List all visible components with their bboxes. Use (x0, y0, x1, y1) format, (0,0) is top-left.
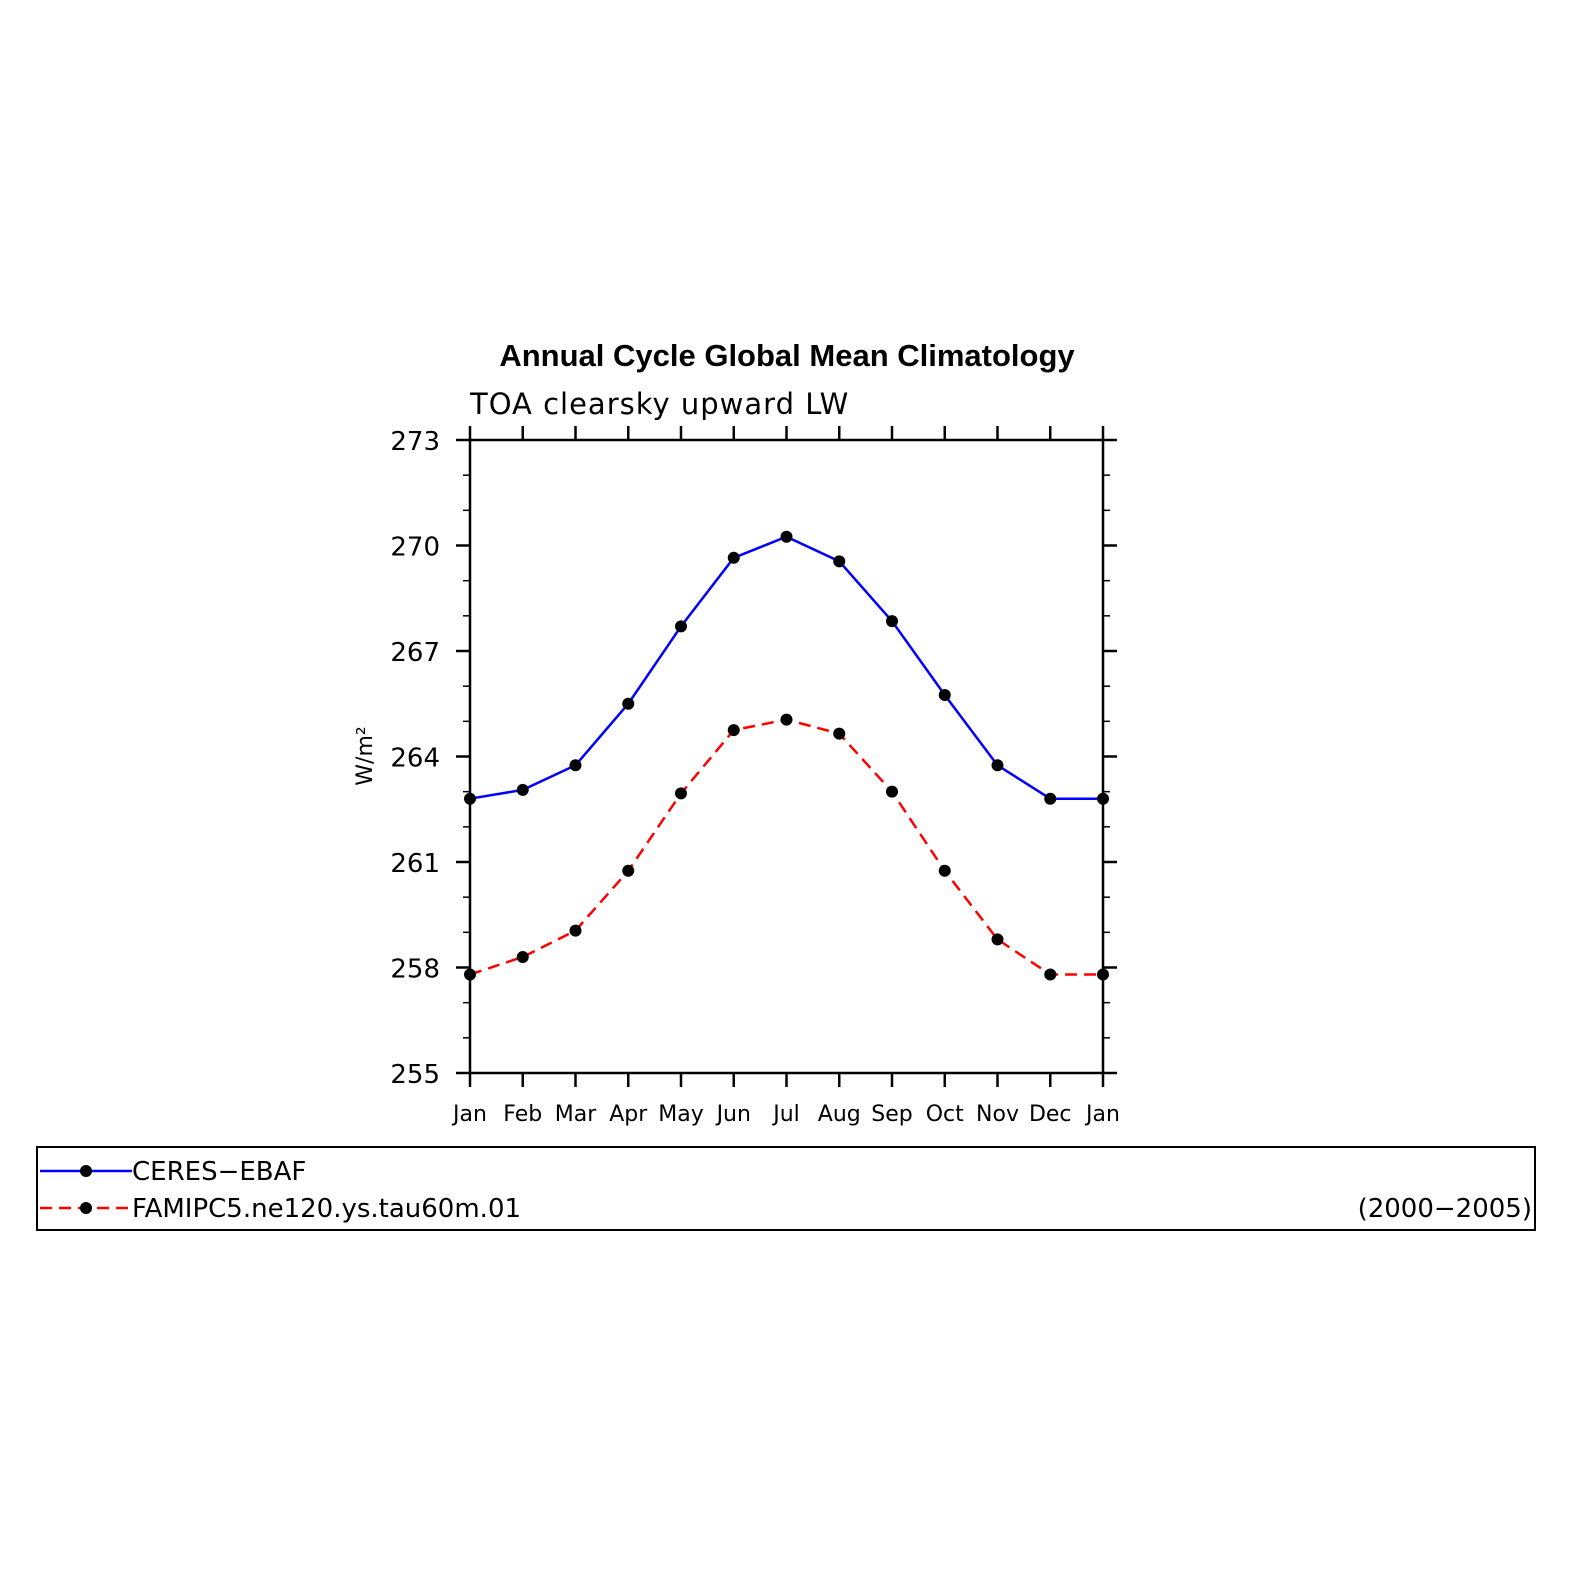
y-tick-label: 267 (390, 638, 440, 668)
x-tick-label: Sep (871, 1102, 912, 1127)
y-tick-label: 270 (390, 533, 440, 563)
series-0-point (516, 783, 529, 796)
x-tick-label: Mar (555, 1102, 597, 1127)
x-tick-label: Jan (1084, 1102, 1120, 1127)
series-line-1 (469, 718, 1103, 976)
y-axis-label: W/m² (353, 726, 378, 785)
x-tick-label: Jan (451, 1102, 487, 1127)
x-tick-label: Aug (818, 1102, 861, 1127)
x-axis-ticks: Jan Feb Mar Apr May Jun Jul Aug Sep Oct Nov Dec Jan (451, 426, 1120, 1127)
series-0-point (991, 759, 1004, 772)
x-tick-label: Jun (715, 1102, 751, 1127)
series-0-point (727, 551, 740, 564)
x-tick-label: Oct (926, 1102, 964, 1127)
series-1-point (1097, 968, 1109, 981)
y-axis-ticks: 255 258 261 264 267 270 273 (390, 427, 1117, 1090)
series-1-point (622, 864, 635, 877)
legend-marker-ceres (80, 1165, 92, 1177)
series-1-point (1044, 968, 1057, 981)
series-1-point (886, 785, 898, 798)
series-0-point (938, 688, 951, 701)
series-0-point (569, 759, 582, 772)
legend-entry-ceres: CERES−EBAF (40, 1157, 306, 1187)
chart-title: Annual Cycle Global Mean Climatology (499, 338, 1075, 373)
x-tick-label: Dec (1029, 1102, 1072, 1127)
series-1-point (675, 787, 687, 800)
series-0-point (833, 555, 846, 568)
legend-label-famipc5: FAMIPC5.ne120.ys.tau60m.01 (132, 1194, 521, 1224)
series-group (464, 530, 1109, 981)
series-0-point (675, 620, 687, 633)
y-tick-label: 255 (390, 1060, 440, 1090)
x-tick-label: Nov (976, 1102, 1019, 1127)
legend-label-ceres: CERES−EBAF (132, 1157, 306, 1187)
series-0-point (1044, 792, 1057, 805)
series-1-point (516, 950, 529, 963)
series-0-point (886, 615, 898, 628)
series-0-point (464, 792, 476, 805)
series-0-point (622, 697, 635, 710)
chart-subtitle: TOA clearsky upward LW (469, 387, 849, 421)
series-line-0 (469, 535, 1103, 800)
x-tick-label: Feb (503, 1102, 542, 1127)
legend-period-label: (2000−2005) (1358, 1194, 1532, 1224)
series-1-point (991, 933, 1004, 946)
y-tick-label: 261 (390, 849, 440, 879)
series-1-point (569, 924, 582, 937)
series-0-point (780, 530, 793, 543)
x-tick-label: Jul (771, 1102, 800, 1127)
series-1-point (780, 713, 793, 726)
series-1-point (833, 727, 846, 740)
y-tick-label: 273 (390, 427, 440, 457)
x-tick-label: Apr (609, 1102, 648, 1127)
series-1-point (464, 968, 476, 981)
series-0-point (1097, 792, 1109, 805)
series-1-point (727, 724, 740, 737)
y-tick-label: 264 (390, 744, 440, 774)
series-1-point (938, 864, 951, 877)
legend-box (36, 1146, 1536, 1231)
x-tick-label: May (658, 1102, 703, 1127)
legend-marker-famipc5 (80, 1202, 92, 1214)
y-tick-label: 258 (390, 955, 440, 985)
legend-entry-famipc5: FAMIPC5.ne120.ys.tau60m.01 (40, 1194, 521, 1224)
